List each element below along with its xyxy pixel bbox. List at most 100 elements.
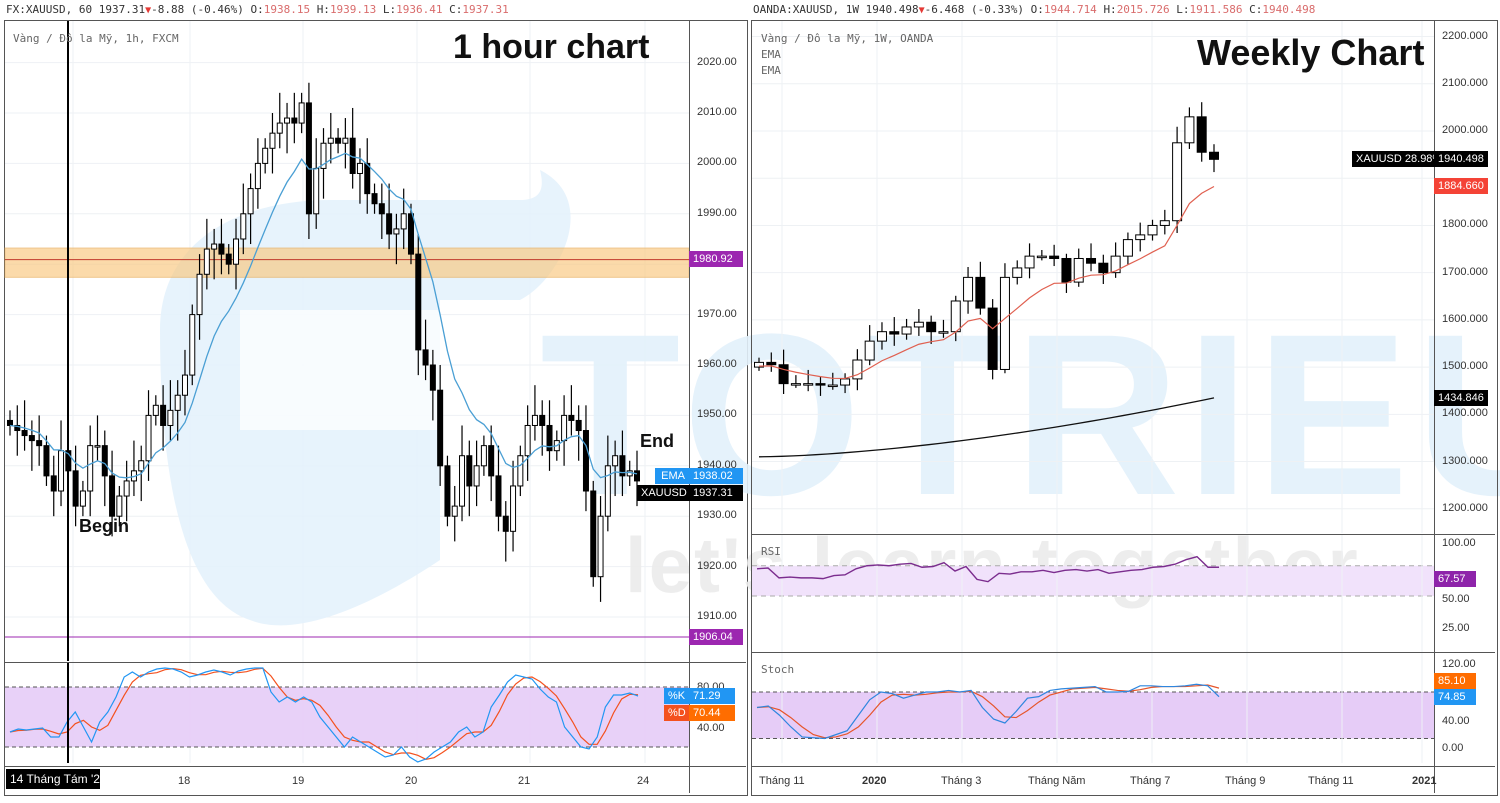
ema-fast-legend[interactable]: EMA bbox=[761, 48, 781, 61]
left-low: 1936.41 bbox=[396, 3, 443, 16]
right-low: 1911.586 bbox=[1189, 3, 1243, 16]
symbol-name-label: XAUUSD bbox=[637, 485, 689, 501]
price-tick: 1990.00 bbox=[697, 206, 737, 219]
left-price-axis-border bbox=[689, 21, 690, 793]
ema-slow-legend[interactable]: EMA bbox=[761, 64, 781, 77]
time-tick: Tháng 9 bbox=[1225, 775, 1266, 787]
price-tick: 1940.00 bbox=[697, 458, 737, 471]
time-tick: 2021 bbox=[1412, 775, 1437, 787]
price-tick: 2200.000 bbox=[1442, 29, 1488, 42]
end-annotation: End bbox=[640, 431, 674, 451]
price-tick: 1930.00 bbox=[697, 509, 737, 522]
left-close: 1937.31 bbox=[462, 3, 509, 16]
time-tick: Tháng 3 bbox=[941, 775, 982, 787]
stoch-axis-0: 0.00 bbox=[1442, 742, 1464, 754]
left-time-axis-border bbox=[5, 766, 746, 767]
time-tick: Tháng Năm bbox=[1028, 775, 1086, 787]
stoch-d-value: 85.10 bbox=[1434, 673, 1476, 689]
support-price-label: 1906.04 bbox=[689, 629, 743, 645]
stoch-axis-120: 120.00 bbox=[1442, 658, 1476, 670]
left-high: 1939.13 bbox=[329, 3, 377, 16]
left-candles[interactable] bbox=[4, 21, 690, 661]
right-last-price: 1940.498 bbox=[865, 3, 919, 16]
left-pane-separator[interactable] bbox=[5, 662, 746, 663]
right-price-axis-border bbox=[1434, 21, 1435, 793]
price-tick: 2010.00 bbox=[697, 106, 737, 118]
left-ohlc-header: FX:XAUUSD, 60 1937.31▼-8.88 (-0.46%) O:1… bbox=[6, 3, 509, 16]
right-symbol: OANDA:XAUUSD, 1W bbox=[753, 3, 859, 16]
price-tick: 2000.00 bbox=[697, 156, 737, 169]
time-tick: 18 bbox=[178, 775, 191, 787]
price-tick: 1800.000 bbox=[1442, 218, 1488, 231]
rsi-axis-50: 50.00 bbox=[1442, 593, 1470, 605]
price-tick: 1970.00 bbox=[697, 307, 737, 320]
begin-annotation: Begin bbox=[79, 516, 130, 536]
price-tick: 1920.00 bbox=[697, 559, 737, 572]
time-tick: Tháng 7 bbox=[1130, 775, 1171, 787]
ema-name-label: EMA bbox=[655, 468, 689, 484]
symbol-percent-label: XAUUSD 28.98% bbox=[1352, 151, 1442, 167]
left-symbol: FX:XAUUSD, 60 bbox=[6, 3, 93, 16]
time-tick: 21 bbox=[518, 775, 531, 787]
price-tick: 1950.00 bbox=[697, 408, 737, 421]
right-chart-title: Weekly Chart bbox=[1197, 32, 1425, 73]
right-ohlc-header: OANDA:XAUUSD, 1W 1940.498▼-6.468 (-0.33%… bbox=[753, 3, 1316, 16]
rsi-legend: RSI bbox=[761, 545, 781, 558]
price-tick: 1300.000 bbox=[1442, 454, 1488, 467]
time-tick: 24 bbox=[637, 775, 650, 787]
right-current-price-label: 1940.498 bbox=[1434, 151, 1488, 167]
right-high: 2015.726 bbox=[1116, 3, 1170, 16]
price-tick: 1600.000 bbox=[1442, 312, 1488, 325]
price-tick: 1400.000 bbox=[1442, 407, 1488, 420]
left-chart-title: 1 hour chart bbox=[453, 28, 650, 66]
stoch-pane-separator[interactable] bbox=[752, 652, 1495, 653]
left-open: 1938.15 bbox=[263, 3, 311, 16]
price-tick: 2020.00 bbox=[697, 55, 737, 68]
right-change: -6.468 (-0.33%) bbox=[924, 3, 1024, 16]
rsi-pane[interactable] bbox=[752, 535, 1434, 652]
stoch-d-value: 70.44 bbox=[689, 705, 735, 721]
ema-slow-price-label: 1434.846 bbox=[1434, 390, 1488, 406]
right-close: 1940.498 bbox=[1262, 3, 1316, 16]
price-tick: 1910.00 bbox=[697, 610, 737, 622]
time-cursor-label: 14 Tháng Tám '20 22:00 bbox=[6, 769, 140, 789]
stoch-d-name: %D bbox=[664, 705, 690, 721]
down-arrow-icon: ▼ bbox=[918, 5, 925, 16]
ema-price-label: 1938.02 bbox=[689, 468, 743, 484]
right-stoch-pane[interactable] bbox=[752, 653, 1434, 763]
left-last-price: 1937.31 bbox=[98, 3, 146, 16]
left-legend: Vàng / Đô la Mỹ, 1h, FXCM bbox=[13, 32, 179, 45]
time-tick: 2020 bbox=[862, 775, 887, 787]
rsi-axis-100: 100.00 bbox=[1442, 537, 1476, 549]
rsi-axis-25: 25.00 bbox=[1442, 622, 1470, 634]
time-tick: Tháng 11 bbox=[759, 775, 805, 787]
stoch-k-value: 71.29 bbox=[689, 688, 735, 704]
price-tick: 1700.000 bbox=[1442, 265, 1488, 278]
rsi-pane-separator[interactable] bbox=[752, 534, 1495, 535]
time-tick: 20 bbox=[405, 775, 418, 787]
stoch-legend: Stoch bbox=[761, 663, 795, 676]
stoch-axis-40: 40.00 bbox=[697, 722, 725, 734]
resistance-price-label: 1980.92 bbox=[689, 251, 743, 267]
right-chart-panel[interactable] bbox=[751, 20, 1498, 796]
price-tick: 2100.000 bbox=[1442, 76, 1488, 89]
left-stoch-pane[interactable] bbox=[5, 663, 689, 763]
down-arrow-icon: ▼ bbox=[145, 5, 152, 16]
current-price-label: 1937.31 bbox=[689, 485, 743, 501]
rsi-value-label: 67.57 bbox=[1434, 571, 1476, 587]
ema-fast-price-label: 1884.660 bbox=[1434, 178, 1488, 194]
right-candles[interactable] bbox=[752, 21, 1434, 533]
right-time-axis-border bbox=[752, 766, 1495, 767]
right-open: 1944.714 bbox=[1043, 3, 1097, 16]
price-tick: 1200.000 bbox=[1442, 501, 1488, 514]
time-tick: Tháng 11 bbox=[1308, 775, 1354, 787]
left-change: -8.88 (-0.46%) bbox=[151, 3, 244, 16]
stoch-k-value: 74.85 bbox=[1434, 689, 1476, 705]
stoch-k-name: %K bbox=[664, 688, 690, 704]
price-tick: 2000.000 bbox=[1442, 124, 1488, 136]
price-tick: 1960.00 bbox=[697, 358, 737, 370]
price-tick: 1500.000 bbox=[1442, 360, 1488, 373]
right-legend: Vàng / Đô la Mỹ, 1W, OANDA EMA EMA bbox=[761, 32, 934, 77]
stoch-axis-40: 40.00 bbox=[1442, 715, 1470, 727]
